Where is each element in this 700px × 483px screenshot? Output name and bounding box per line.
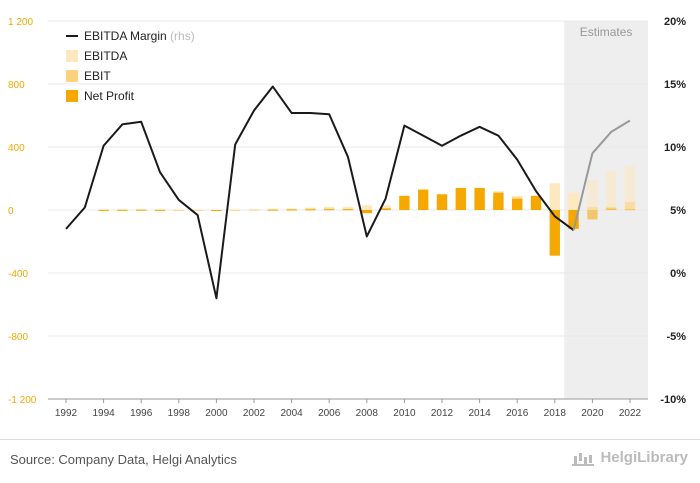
bar-ebitda [324, 206, 335, 210]
brand-name: HelgiLibrary [600, 449, 688, 466]
bar-net-profit [587, 210, 598, 220]
x-tick-label: 2002 [243, 408, 266, 419]
x-tick-label: 2018 [544, 408, 567, 419]
y-right-tick-label: 20% [664, 16, 686, 28]
bar-ebitda [606, 170, 617, 210]
bar-ebitda [568, 192, 579, 210]
y-right-tick-label: 10% [664, 142, 686, 154]
y-left-tick-label: -800 [8, 332, 28, 343]
x-tick-label: 1996 [130, 408, 153, 419]
bar-net-profit [361, 210, 372, 214]
y-right-tick-label: 5% [670, 205, 686, 217]
bar-net-profit [568, 210, 579, 229]
bar-ebitda [342, 206, 354, 210]
y-right-tick-label: -5% [666, 331, 686, 343]
bar-ebit [587, 206, 598, 210]
bar-net-profit [624, 209, 636, 211]
bar-net-profit [98, 209, 109, 211]
y-left-tick-label: -400 [8, 269, 28, 280]
bar-net-profit [305, 209, 316, 211]
y-left-tick-label: 1 200 [8, 17, 33, 28]
y-left-tick-label: 400 [8, 143, 25, 154]
bar-ebit [192, 209, 203, 211]
legend-label-ebit: EBIT [84, 69, 111, 83]
bar-net-profit [606, 208, 617, 210]
bar-net-profit [455, 187, 466, 210]
x-tick-label: 2016 [506, 408, 529, 419]
x-tick-label: 2012 [431, 408, 454, 419]
bar-net-profit [136, 209, 147, 211]
x-tick-label: 2010 [393, 408, 416, 419]
bar-net-profit [380, 208, 391, 210]
bar-ebit [624, 202, 636, 210]
bar-ebitda [267, 208, 278, 210]
bar-net-profit [549, 210, 560, 256]
line-ebitda-margin [65, 85, 575, 300]
bar-net-profit [211, 210, 222, 211]
bar-ebitda [624, 165, 636, 210]
y-left-tick-label: -1 200 [8, 395, 37, 406]
y-right-tick-label: -10% [660, 394, 686, 406]
source-note: Source: Company Data, Helgi Analytics [10, 452, 237, 467]
bar-net-profit [324, 209, 335, 211]
bar-ebitda [587, 180, 598, 210]
x-tick-label: 2006 [318, 408, 341, 419]
bar-ebit [173, 209, 184, 211]
x-tick-label: 2004 [280, 408, 303, 419]
bar-net-profit [342, 209, 354, 211]
bar-net-profit [117, 209, 128, 211]
bar-net-profit [474, 187, 485, 210]
x-tick-label: 1992 [55, 408, 78, 419]
x-tick-label: 2008 [356, 408, 379, 419]
chart-svg: Estimates 1 200 800 400 0 -400 -800 -1 200 20% 15… [8, 16, 686, 419]
bar-net-profit [512, 198, 523, 210]
line-ebitda-margin-estimates [572, 119, 631, 231]
x-tick-label: 2022 [619, 408, 642, 419]
x-tick-label: 1994 [92, 408, 115, 419]
y-right-tick-label: 15% [664, 79, 686, 91]
x-tick-label: 2014 [468, 408, 491, 419]
legend-swatch-net-profit [66, 90, 78, 102]
bar-net-profit [436, 194, 448, 210]
bar-ebitda [549, 183, 560, 210]
bar-net-profit [286, 209, 297, 211]
legend-label-net-profit: Net Profit [84, 89, 135, 103]
brand-chart-icon [572, 450, 595, 466]
bar-ebitda [380, 205, 391, 210]
legend: EBITDA Margin (rhs) EBITDA EBIT Net Profit [66, 29, 195, 103]
estimates-label: Estimates [580, 25, 633, 39]
bar-net-profit [399, 195, 410, 210]
x-tick-label: 1998 [168, 408, 191, 419]
y-right-tick-label: 0% [670, 268, 686, 280]
bar-ebitda [361, 205, 372, 210]
legend-label-ebitda: EBITDA [84, 49, 127, 63]
legend-rhs-note: (rhs) [170, 29, 195, 43]
legend-swatch-ebit [66, 70, 78, 82]
footer-divider [0, 439, 700, 440]
brand-logo: HelgiLibrary [572, 449, 688, 466]
x-tick-label: 2000 [205, 408, 228, 419]
bar-net-profit [154, 209, 166, 211]
x-tick-label: 2020 [581, 408, 604, 419]
bar-net-profit [530, 195, 542, 210]
y-left-tick-label: 0 [8, 206, 14, 217]
bar-net-profit [493, 192, 504, 210]
bar-net-profit [267, 209, 278, 211]
legend-label-ebitda-margin: EBITDA Margin (rhs) [84, 29, 195, 43]
bar-ebit [230, 209, 241, 211]
legend-swatch-ebitda [66, 50, 78, 62]
bar-ebit [248, 209, 260, 211]
y-left-tick-label: 800 [8, 80, 25, 91]
bar-net-profit [418, 189, 429, 210]
